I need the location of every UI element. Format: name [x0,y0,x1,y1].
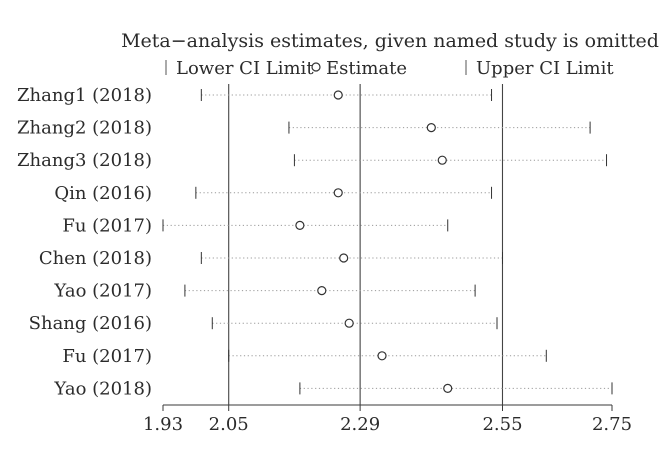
study-row: Yao (2018) [53,378,613,399]
study-row: Chen (2018) [39,248,503,269]
study-label: Yao (2018) [53,378,152,399]
study-label: Zhang3 (2018) [17,150,152,171]
study-label: Zhang2 (2018) [17,118,152,139]
study-row: Zhang1 (2018) [17,85,493,106]
x-tick-label: 2.75 [592,414,632,435]
estimate-point [317,286,327,296]
study-rows: Zhang1 (2018) Zhang2 (2018) Zhang3 (2018) Q… [17,85,613,399]
x-tick-label: 2.05 [209,414,249,435]
legend-lower-label: Lower CI Limit [176,58,314,79]
x-tick-label: 2.55 [482,414,522,435]
study-row: Zhang2 (2018) [17,118,591,139]
x-axis-ticks: 1.93 2.05 2.29 2.55 2.75 [143,405,632,435]
study-label: Chen (2018) [39,248,152,269]
estimate-point [344,318,354,328]
study-label: Fu (2017) [62,346,152,367]
legend-upper-label: Upper CI Limit [476,58,614,79]
estimate-point [426,122,436,133]
estimate-point [339,253,349,263]
study-row: Qin (2016) [54,183,493,204]
study-label: Yao (2017) [53,281,152,302]
study-row: Shang (2016) [29,313,498,334]
study-label: Qin (2016) [54,183,152,204]
reference-lines [228,84,504,405]
estimate-point [295,220,305,230]
legend-estimate-circle-icon [311,62,321,72]
study-label: Shang (2016) [29,313,152,334]
study-row: Fu (2017) [62,346,547,367]
estimate-point [437,155,447,165]
estimate-point [333,188,343,198]
chart-title: Meta−analysis estimates, given named stu… [121,30,659,52]
study-row: Zhang3 (2018) [17,150,608,171]
legend-estimate-label: Estimate [326,58,407,79]
study-row: Yao (2017) [53,281,476,302]
x-tick-label: 2.29 [340,414,380,435]
estimate-point [333,90,343,100]
x-tick-label: 1.93 [143,414,183,435]
study-row: Fu (2017) [62,215,449,236]
estimate-point [377,351,387,361]
study-label: Zhang1 (2018) [17,85,152,106]
estimate-point [443,383,453,393]
study-label: Fu (2017) [62,215,152,236]
legend: Lower CI Limit Estimate Upper CI Limit [165,58,614,79]
